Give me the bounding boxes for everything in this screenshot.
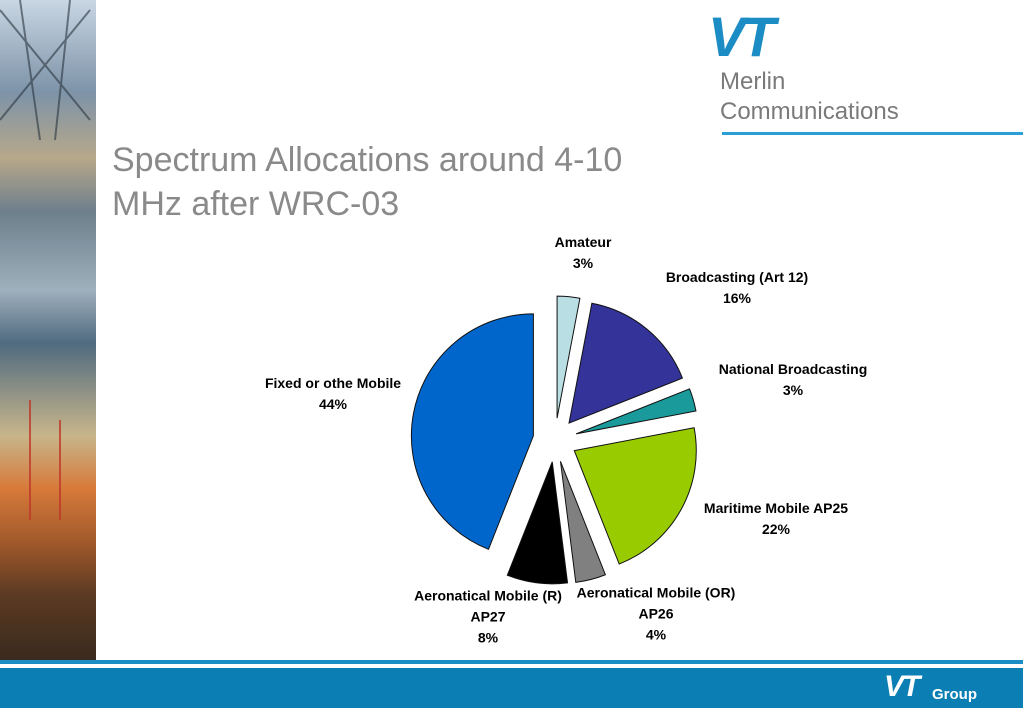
- value-label: 16%: [722, 290, 752, 306]
- photo-strip: [0, 0, 96, 660]
- category-label: National Broadcasting: [718, 361, 868, 377]
- slice-label: Aeronatical Mobile (OR) AP26 4%: [564, 583, 749, 646]
- slice-label: Fixed or othe Mobile 44%: [265, 373, 401, 415]
- footer-band: [0, 668, 1023, 708]
- footer-mark: VT: [884, 670, 920, 703]
- category-label: Aeronatical Mobile (OR) AP26: [576, 584, 736, 622]
- category-label: Fixed or othe Mobile: [264, 375, 402, 391]
- logo-rule: [722, 132, 1023, 135]
- logo-line: Communications: [720, 98, 899, 125]
- pie-slice: [559, 461, 607, 583]
- pie-slice: [506, 461, 569, 585]
- slice-label: National Broadcasting 3%: [719, 359, 868, 401]
- category-label: Maritime Mobile AP25: [703, 500, 849, 516]
- logo-line: Merlin: [720, 68, 786, 95]
- value-label: 22%: [761, 521, 791, 537]
- footer-rule: [0, 660, 1023, 664]
- value-label: 3%: [572, 255, 594, 271]
- pie-slice: [575, 388, 697, 435]
- chart-title: Spectrum Allocations around 4-10 MHz aft…: [112, 141, 623, 223]
- value-label: 44%: [318, 396, 348, 412]
- slice-label: Aeronatical Mobile (R) AP27 8%: [403, 586, 573, 649]
- value-label: 3%: [782, 382, 804, 398]
- pie-slice: [410, 313, 534, 550]
- pie-slice: [556, 295, 581, 419]
- footer-group: Group: [932, 686, 977, 703]
- slice-label: Amateur 3%: [555, 232, 612, 274]
- logo-mark: VT: [708, 5, 776, 68]
- category-label: Broadcasting (Art 12): [665, 269, 809, 285]
- category-label: Amateur: [554, 234, 612, 250]
- slice-label: Maritime Mobile AP25 22%: [704, 498, 848, 540]
- pie-slice: [573, 427, 697, 565]
- value-label: 8%: [477, 629, 499, 646]
- category-label: Aeronatical Mobile (R) AP27: [414, 587, 562, 625]
- pie-slice: [568, 302, 684, 424]
- photo-overlay: [0, 0, 91, 520]
- slice-label: Broadcasting (Art 12) 16%: [666, 267, 808, 309]
- value-label: 4%: [645, 626, 667, 643]
